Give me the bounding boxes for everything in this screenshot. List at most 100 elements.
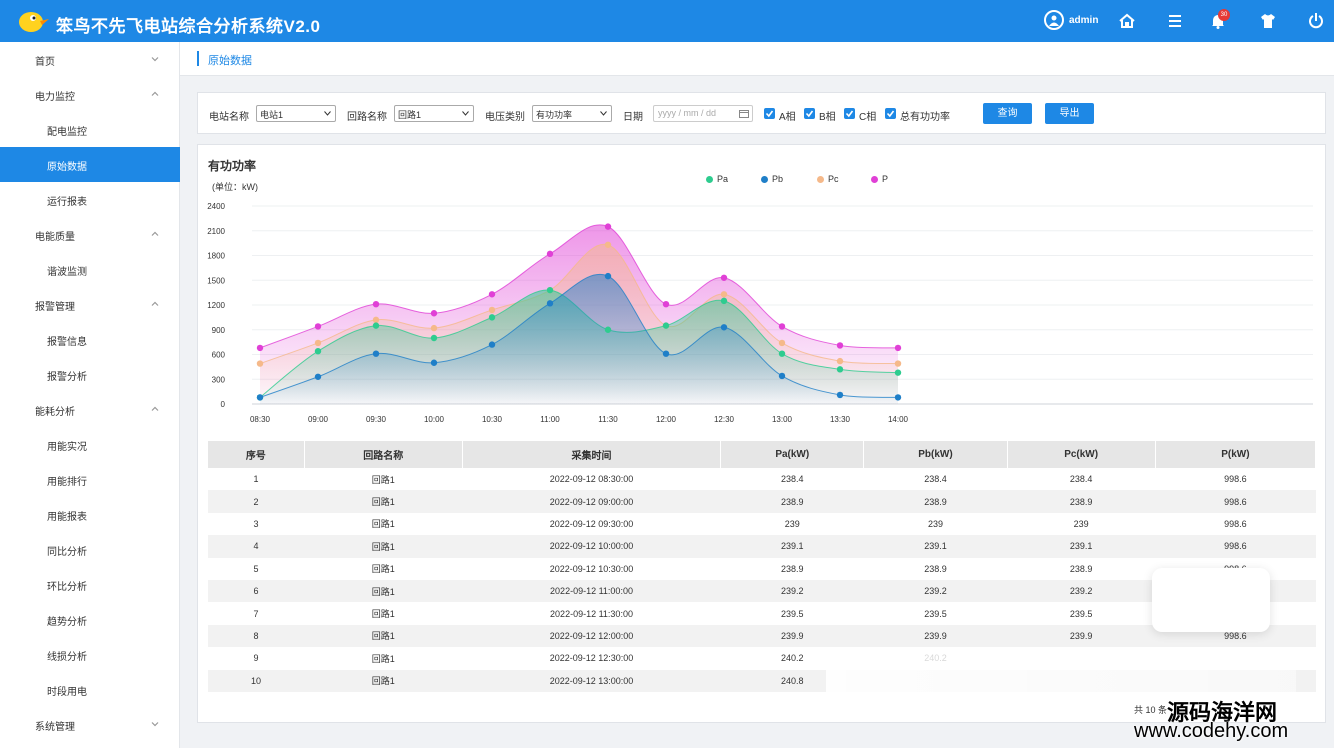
table-row[interactable]: 1 回路1 2022-09-12 08:30:00 238.4 238.4 238.4 99… [208, 468, 1316, 491]
filter-bar: 电站名称 电站1 回路名称 回路1 电压类别 有功功率 日期 yyyy / mm… [197, 92, 1326, 134]
notification-badge: 30 [1218, 9, 1230, 21]
table-row[interactable]: 4 回路1 2022-09-12 10:00:00 239.1 239.1 239.1 99… [208, 535, 1316, 558]
data-point-pa [720, 297, 728, 305]
table-header-cell[interactable]: Pa(kW) [720, 441, 865, 468]
sidebar-item-7[interactable]: 报警管理 [0, 287, 180, 322]
sidebar-item-19[interactable]: 系统管理 [0, 707, 180, 742]
data-point-p [662, 300, 670, 308]
table-cell: 239.2 [863, 579, 1008, 603]
sidebar-item-4[interactable]: 运行报表 [0, 182, 180, 217]
x-tick-label: 09:30 [366, 415, 387, 424]
table-row[interactable]: 2 回路1 2022-09-12 09:00:00 238.9 238.9 238.9 99… [208, 490, 1316, 513]
table-header-cell[interactable]: Pb(kW) [863, 441, 1008, 468]
legend-item-pa[interactable]: Pa [706, 174, 728, 184]
voltage-label: 电压类别 [485, 112, 525, 123]
skin-shirt-icon[interactable] [1259, 12, 1277, 30]
legend-item-pc[interactable]: Pc [817, 174, 839, 184]
table-cell: 回路1 [304, 557, 463, 580]
table-cell: 2022-09-12 11:00:00 [462, 579, 721, 603]
data-point-p [604, 223, 612, 230]
x-tick-label: 09:00 [308, 415, 329, 424]
user-menu[interactable]: admin [1044, 10, 1098, 30]
legend-label-p: P [882, 174, 889, 184]
data-point-p [778, 323, 786, 330]
table-cell: 2022-09-12 10:30:00 [462, 557, 721, 580]
table-row[interactable]: 3 回路1 2022-09-12 09:30:00 239 239 239 998.6 [208, 512, 1316, 536]
table-row[interactable]: 7 回路1 2022-09-12 11:30:00 239.5 239.5 239.5 [208, 602, 1316, 625]
check-total-power-label: 总有功功率 [900, 112, 950, 123]
menu-icon[interactable] [1166, 12, 1184, 30]
check-total-power[interactable] [885, 108, 896, 119]
legend-item-p[interactable]: P [871, 174, 888, 184]
power-icon[interactable] [1307, 12, 1325, 30]
check-phase-a[interactable] [764, 108, 775, 119]
station-select[interactable]: 电站1 [256, 105, 336, 122]
chevron-up-icon [151, 231, 159, 236]
check-phase-c[interactable] [844, 108, 855, 119]
data-point-pa [836, 366, 844, 373]
chevron-down-icon [600, 111, 607, 116]
legend-label-pa: Pa [717, 174, 729, 184]
export-button[interactable]: 导出 [1045, 103, 1094, 124]
top-bar: 笨鸟不先飞电站综合分析系统V2.0 admin 30 [0, 0, 1334, 42]
table-row[interactable]: 6 回路1 2022-09-12 11:00:00 239.2 239.2 239.2 [208, 579, 1316, 603]
voltage-select[interactable]: 有功功率 [532, 105, 612, 122]
table-header-cell[interactable]: P(kW) [1155, 441, 1317, 468]
table-cell: 238.9 [720, 557, 864, 580]
sidebar-item-10[interactable]: 能耗分析 [0, 392, 180, 427]
y-tick-label: 1800 [207, 252, 225, 261]
data-point-pc [604, 241, 612, 248]
sidebar-item-17[interactable]: 线损分析 [0, 637, 180, 672]
sidebar: 首页 电力监控 配电监控 原始数据 运行报表 电能质量 谐波监测报警管理报警信息 报警分析 能耗… [0, 42, 180, 748]
circuit-select-value: 回路1 [398, 110, 422, 120]
table-header-cell[interactable]: 序号 [208, 441, 305, 468]
sidebar-item-8[interactable]: 报警信息 [0, 322, 180, 357]
table-row[interactable]: 8 回路1 2022-09-12 12:00:00 239.9 239.9 239.9 99… [208, 624, 1316, 648]
breadcrumb-marker [197, 51, 199, 66]
legend-item-pb[interactable]: Pb [761, 174, 783, 184]
sidebar-item-15[interactable]: 环比分析 [0, 567, 180, 602]
sidebar-item-11[interactable]: 用能实况 [0, 427, 180, 462]
x-tick-label: 13:30 [830, 415, 851, 424]
sidebar-item-label: 系统管理 [35, 722, 75, 733]
chevron-up-icon [151, 91, 159, 96]
table-header-cell[interactable]: Pc(kW) [1007, 441, 1156, 468]
table-header-cell[interactable]: 回路名称 [304, 441, 463, 468]
sidebar-item-3[interactable]: 原始数据 [0, 147, 180, 182]
sidebar-item-18[interactable]: 时段用电 [0, 672, 180, 707]
query-button[interactable]: 查询 [983, 103, 1032, 124]
chart-unit: (单位：kW) [212, 182, 258, 192]
pagination-summary: 共 10 条 [1134, 705, 1168, 715]
sidebar-item-14[interactable]: 同比分析 [0, 532, 180, 567]
home-icon[interactable] [1118, 12, 1136, 30]
sidebar-item-13[interactable]: 用能报表 [0, 497, 180, 532]
sidebar-item-9[interactable]: 报警分析 [0, 357, 180, 392]
sidebar-item-label: 报警管理 [35, 302, 75, 313]
check-phase-b[interactable] [804, 108, 815, 119]
watermark-text: 源码海洋网 [1167, 700, 1278, 725]
data-point-p [430, 310, 438, 317]
data-point-pc [778, 339, 786, 347]
chevron-down-icon [324, 111, 331, 116]
circuit-select[interactable]: 回路1 [394, 105, 474, 122]
table-cell: 回路1 [304, 535, 463, 558]
sidebar-item-12[interactable]: 用能排行 [0, 462, 180, 497]
table-cell: 回路1 [304, 647, 463, 670]
y-tick-label: 2400 [207, 202, 225, 211]
sidebar-item-16[interactable]: 趋势分析 [0, 602, 180, 637]
date-input[interactable]: yyyy / mm / dd [653, 105, 753, 122]
table-cell: 2022-09-12 13:00:00 [462, 669, 721, 692]
sidebar-item-1[interactable]: 电力监控 [0, 77, 180, 112]
table-cell: 239.2 [1007, 579, 1156, 603]
sidebar-item-2[interactable]: 配电监控 [0, 112, 180, 147]
sidebar-item-6[interactable]: 谐波监测 [0, 252, 180, 287]
table-header-cell[interactable]: 采集时间 [462, 441, 722, 468]
sidebar-item-0[interactable]: 首页 [0, 42, 180, 77]
table-cell: 239 [863, 512, 1008, 536]
sidebar-item-5[interactable]: 电能质量 [0, 217, 180, 252]
data-point-pc [894, 360, 902, 367]
app-title: 笨鸟不先飞电站综合分析系统V2.0 [56, 17, 321, 36]
data-point-pa [430, 334, 438, 342]
calendar-icon[interactable] [739, 109, 749, 118]
